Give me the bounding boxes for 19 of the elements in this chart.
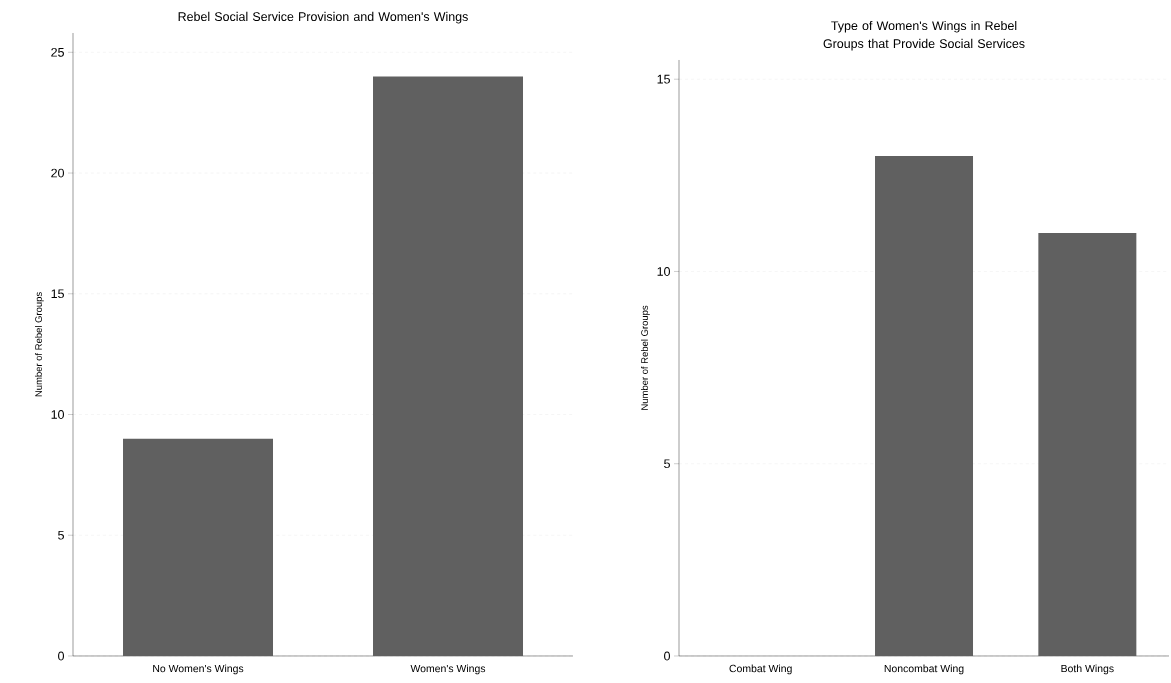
chart-title: Type of Women's Wings in Rebel Groups that Provide Social Services bbox=[823, 20, 1025, 51]
x-tick-label: Noncombat Wing bbox=[884, 664, 964, 675]
y-tick-label: 10 bbox=[51, 410, 64, 419]
y-tick-label: 15 bbox=[51, 289, 64, 299]
y-tick-label: 5 bbox=[664, 459, 670, 469]
y-axis-title: Number of Rebel Groups bbox=[34, 292, 44, 397]
chart-title: Rebel Social Service Provision and Women's Wings bbox=[178, 11, 468, 24]
y-tick-label: 0 bbox=[664, 651, 670, 661]
x-tick-label: No Women's Wings bbox=[153, 664, 244, 675]
x-tick-label: Both Wings bbox=[1061, 664, 1114, 675]
y-axis-title: Number of Rebel Groups bbox=[640, 305, 650, 410]
y-tick-label: 10 bbox=[657, 267, 670, 276]
y-tick-label: 15 bbox=[657, 74, 670, 84]
y-tick-label: 20 bbox=[51, 168, 64, 178]
x-tick-label: Women's Wings bbox=[410, 664, 486, 675]
y-tick-label: 5 bbox=[58, 530, 64, 540]
y-tick-label: 0 bbox=[58, 651, 64, 661]
x-tick-label: Combat Wing bbox=[729, 664, 792, 675]
y-tick-label: 25 bbox=[51, 47, 64, 57]
